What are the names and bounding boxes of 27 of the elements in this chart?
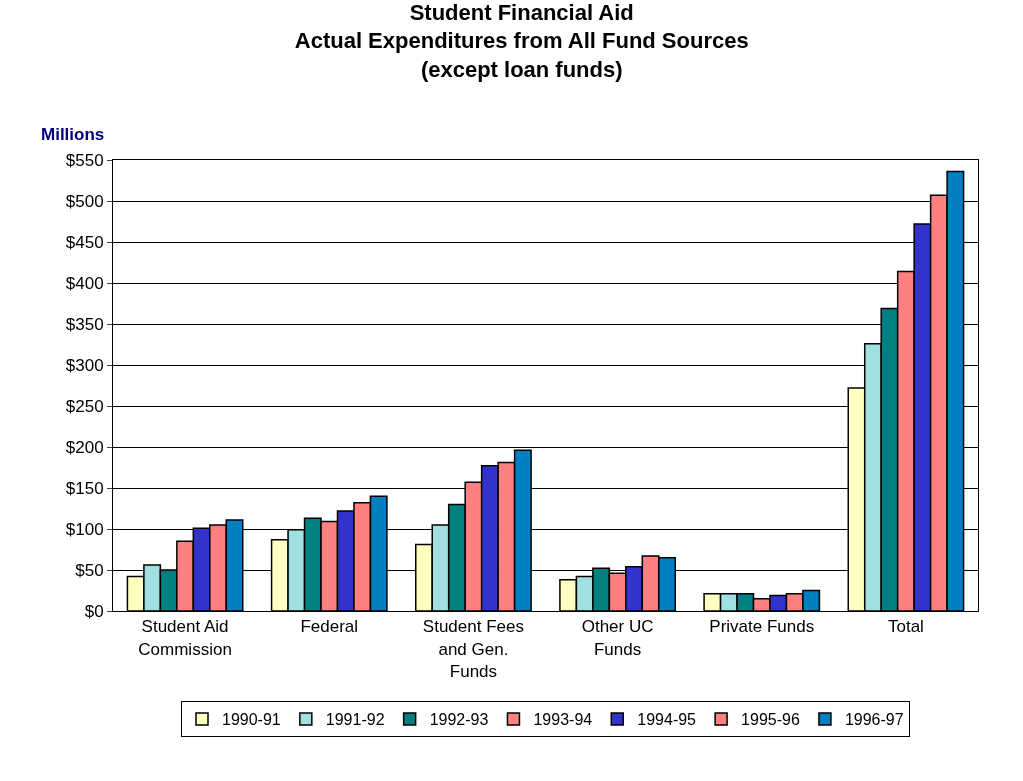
y-tick-label: $150 <box>65 478 104 498</box>
legend-label: 1992-93 <box>429 711 489 729</box>
legend-label: 1991-92 <box>325 711 385 729</box>
legend-label: 1996-97 <box>844 711 904 729</box>
x-tick-label: Total <box>887 617 924 637</box>
legend-label: 1995-96 <box>741 711 800 729</box>
y-tick-label: $0 <box>84 601 104 621</box>
y-tick-label: $200 <box>65 437 104 457</box>
y-tick-label: $250 <box>65 396 104 416</box>
y-tick-label: $300 <box>65 355 104 375</box>
x-tick-label: Federal <box>300 617 359 637</box>
y-tick-label: $450 <box>65 232 104 252</box>
y-tick-label: $350 <box>65 314 104 334</box>
y-tick-label: $550 <box>65 150 104 170</box>
x-tick-label: Private Funds <box>709 617 815 637</box>
legend-label: 1990-91 <box>222 711 281 729</box>
x-tick-label: Student Aid Commission <box>138 617 232 659</box>
y-tick-label: $50 <box>75 560 104 580</box>
y-axis-title: Millions <box>41 125 105 144</box>
y-tick-label: $400 <box>65 273 104 293</box>
y-tick-label: $500 <box>65 191 104 211</box>
legend-label: 1994-95 <box>637 711 697 729</box>
x-tick-label: Other UC Funds <box>581 617 654 659</box>
chart-title: Student Financial Aid Actual Expenditures from All Fund Sources (except loan funds) <box>294 0 749 82</box>
x-tick-label: Student Fees and Gen. Funds <box>422 617 524 681</box>
y-tick-label: $100 <box>65 519 104 539</box>
legend-label: 1993-94 <box>533 711 593 729</box>
